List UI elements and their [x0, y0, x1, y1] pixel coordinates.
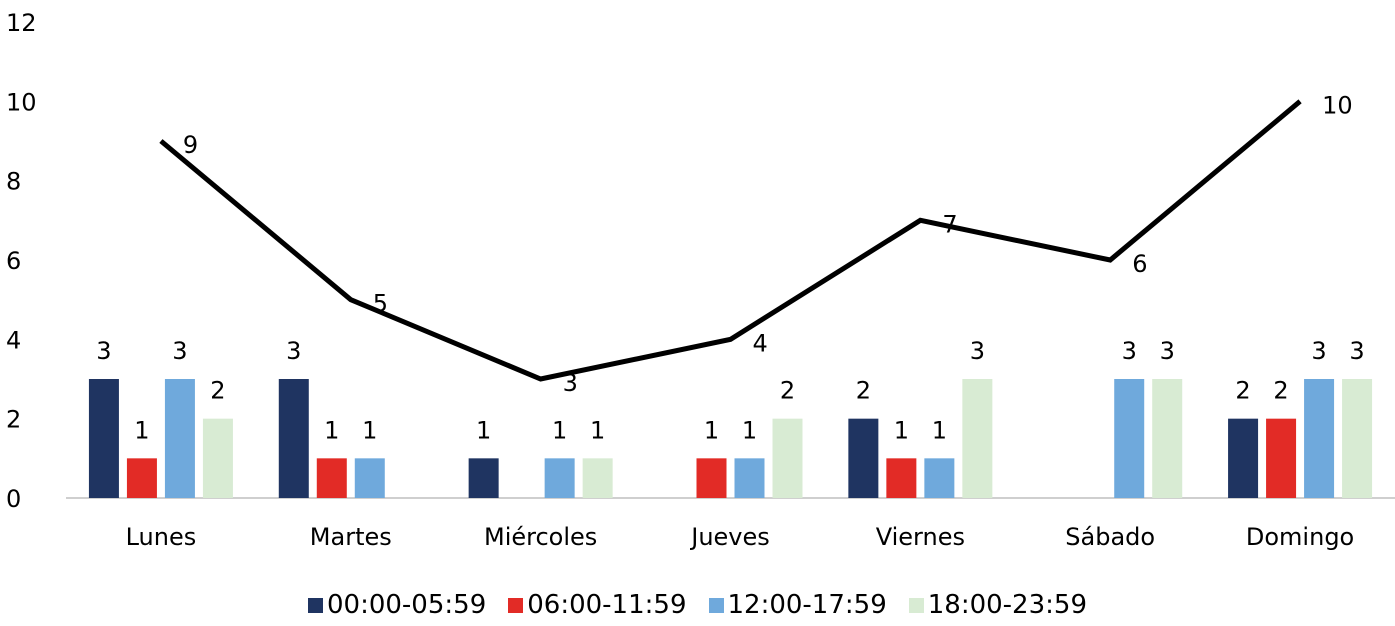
bar-data-label: 3	[96, 337, 111, 365]
bar	[544, 458, 575, 498]
bar	[468, 458, 499, 498]
bar	[278, 379, 309, 498]
bar	[886, 458, 917, 498]
bar-data-label: 2	[856, 377, 871, 405]
bar	[962, 379, 993, 498]
bar	[924, 458, 955, 498]
y-tick-label: 6	[6, 247, 21, 275]
legend-label: 18:00-23:59	[927, 590, 1087, 620]
category-label: Viernes	[876, 523, 965, 551]
bar	[772, 418, 803, 498]
bar-data-label: 1	[324, 416, 339, 444]
line-data-label: 4	[753, 329, 768, 357]
category-label: Domingo	[1246, 523, 1354, 551]
bar-data-label: 3	[1349, 337, 1364, 365]
total-line-series: 9 5 3 4 7 6 10	[159, 91, 1353, 397]
line-data-label: 9	[183, 131, 198, 159]
y-tick-label: 8	[6, 168, 21, 196]
category-label: Miércoles	[484, 523, 597, 551]
bar-data-label: 1	[134, 416, 149, 444]
bar	[582, 458, 613, 498]
y-tick-label: 10	[6, 88, 37, 116]
bar-data-label: 3	[970, 337, 985, 365]
bar	[164, 379, 195, 498]
bar-data-label: 3	[172, 337, 187, 365]
bar-data-label: 3	[1160, 337, 1175, 365]
bar-data-label: 2	[1235, 377, 1250, 405]
bar-data-label: 1	[362, 416, 377, 444]
bar-data-label: 2	[210, 377, 225, 405]
y-axis-ticks: 0 2 4 6 8 10 12	[6, 9, 37, 513]
bar-data-label: 1	[476, 416, 491, 444]
bar-data-label: 1	[894, 416, 909, 444]
legend: 00:00-05:59 06:00-11:59 12:00-17:59 18:00-2…	[0, 590, 1395, 620]
bar-data-label: 1	[552, 416, 567, 444]
bar-series	[88, 379, 1373, 498]
bar-data-label: 1	[932, 416, 947, 444]
bar-data-label: 1	[590, 416, 605, 444]
line-data-label: 3	[563, 369, 578, 397]
bar-data-label: 2	[1273, 377, 1288, 405]
bar-data-label: 3	[1122, 337, 1137, 365]
category-label: Jueves	[689, 523, 770, 551]
y-tick-label: 4	[6, 326, 21, 354]
category-label: Sábado	[1065, 523, 1155, 551]
bar-data-label: 3	[286, 337, 301, 365]
line-data-label: 10	[1322, 91, 1353, 119]
bar	[1304, 379, 1335, 498]
legend-label: 12:00-17:59	[727, 590, 887, 620]
y-tick-label: 12	[6, 9, 37, 37]
category-label: Lunes	[126, 523, 197, 551]
bar	[316, 458, 347, 498]
legend-swatch	[908, 597, 924, 613]
legend-label: 00:00-05:59	[327, 590, 487, 620]
legend-item: 18:00-23:59	[908, 590, 1087, 620]
legend-swatch	[708, 597, 724, 613]
bar	[848, 418, 879, 498]
line-data-label: 5	[373, 290, 388, 318]
bar-data-label: 2	[780, 377, 795, 405]
bar-data-label: 1	[704, 416, 719, 444]
bar	[696, 458, 727, 498]
legend-item: 12:00-17:59	[708, 590, 887, 620]
line-data-label: 6	[1132, 250, 1147, 278]
legend-swatch	[508, 597, 524, 613]
y-tick-label: 2	[6, 406, 21, 434]
bar	[202, 418, 233, 498]
legend-swatch	[308, 597, 323, 613]
bar-data-label: 3	[1311, 337, 1326, 365]
bar-data-label: 1	[742, 416, 757, 444]
bar	[1342, 379, 1373, 498]
category-label: Martes	[310, 523, 392, 551]
y-tick-label: 0	[6, 485, 21, 513]
bar	[1228, 418, 1259, 498]
category-labels: Lunes Martes Miércoles Jueves Viernes Sábado D…	[126, 523, 1355, 551]
bar	[1152, 379, 1183, 498]
legend-label: 06:00-11:59	[527, 590, 687, 620]
bar	[354, 458, 385, 498]
bar	[88, 379, 119, 498]
legend-item: 06:00-11:59	[508, 590, 687, 620]
bar	[1114, 379, 1145, 498]
legend-item: 00:00-05:59	[308, 590, 486, 620]
line-path	[159, 99, 1302, 382]
line-data-label: 7	[942, 210, 957, 238]
bar	[1266, 418, 1297, 498]
bar	[126, 458, 157, 498]
bar	[734, 458, 765, 498]
